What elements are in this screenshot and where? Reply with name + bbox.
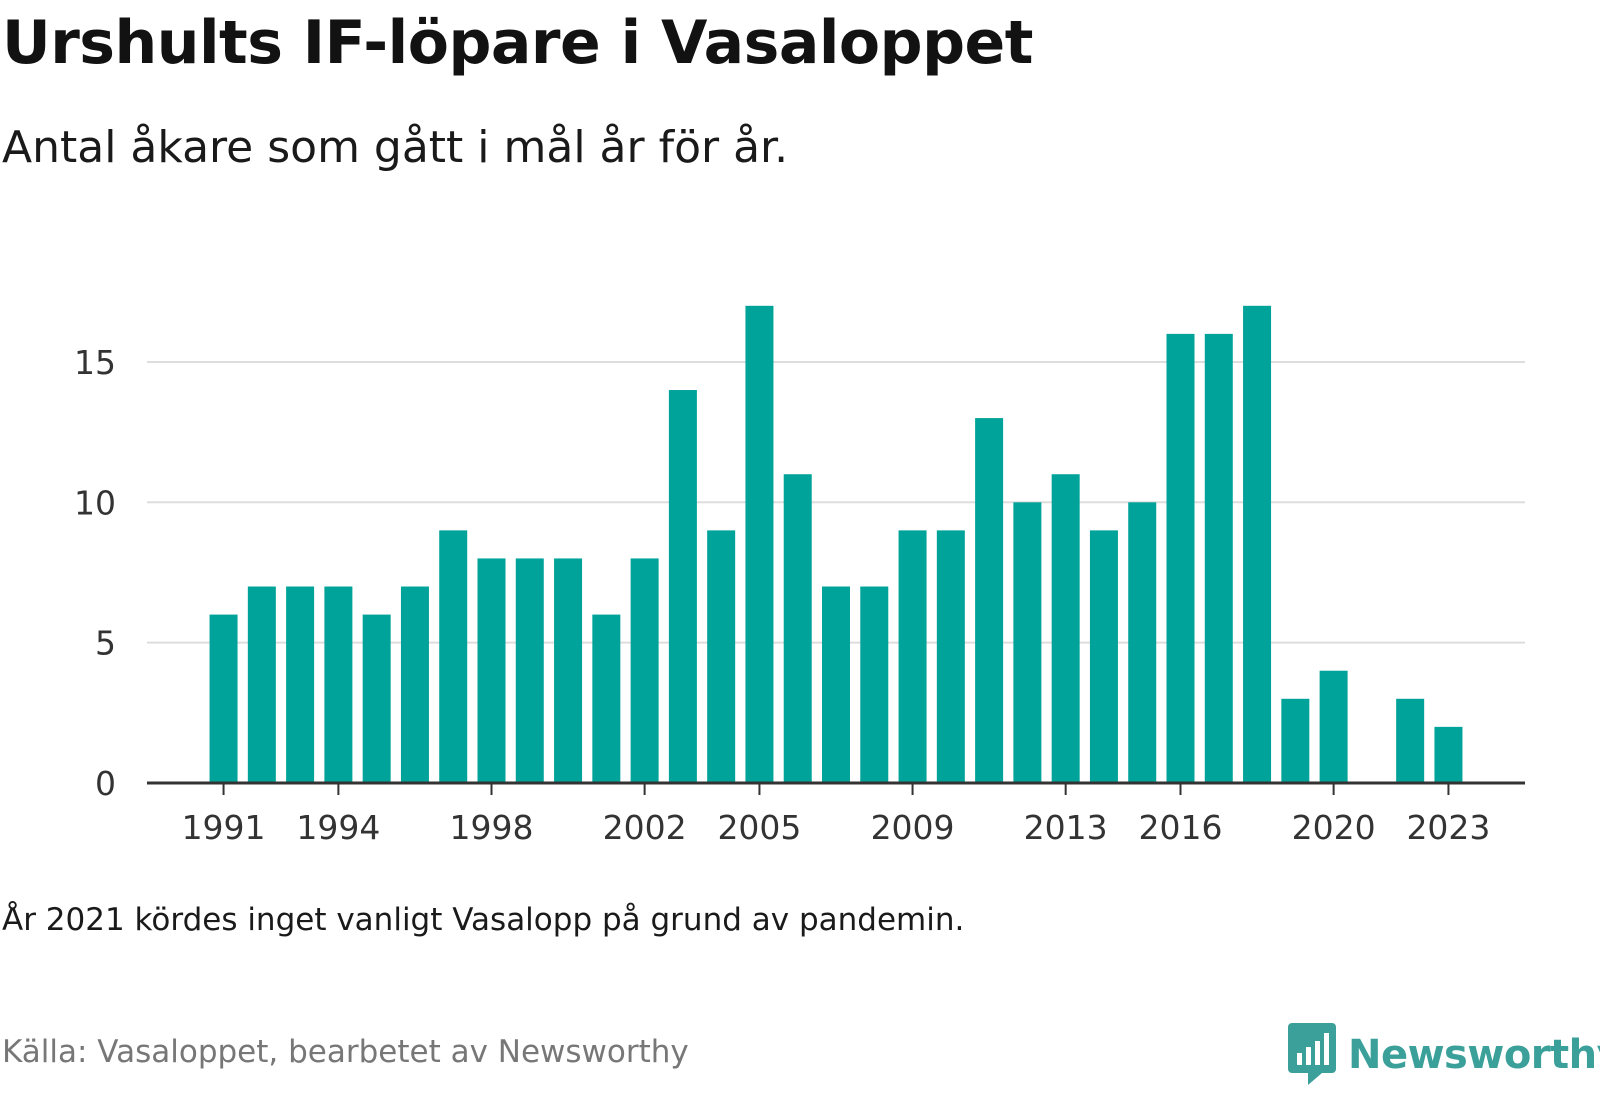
y-tick-label: 15 [74,343,116,382]
bar-2023 [1434,726,1463,783]
bar-2022 [1396,698,1425,783]
chart-subtitle: Antal åkare som gått i mål år för år. [2,122,789,173]
newsworthy-logo-text: Newsworthy [1348,1032,1600,1078]
x-tick-label: 2020 [1292,808,1376,847]
bar-2014 [1089,530,1118,783]
y-tick-label: 10 [74,483,116,522]
x-tick-label: 2009 [871,808,955,847]
x-tick-label: 2002 [603,808,687,847]
bar-2003 [668,390,697,783]
bar-2002 [630,558,659,783]
x-tick-label: 1994 [296,808,380,847]
bar-2017 [1204,333,1233,783]
bars [209,305,1463,783]
source-credit: Källa: Vasaloppet, bearbetet av Newswort… [2,1034,689,1070]
x-tick-label: 2005 [717,808,801,847]
bar-1997 [439,530,468,783]
x-tick-label: 2013 [1024,808,1108,847]
bar-2020 [1319,670,1348,783]
bar-2012 [1013,502,1042,783]
bar-1999 [515,558,544,783]
y-tick-labels: 0 5 10 15 [74,343,116,803]
bar-1994 [324,586,353,783]
bar-2004 [707,530,736,783]
newsworthy-logo-icon [1288,1023,1336,1085]
bar-1996 [400,586,429,783]
bar-2009 [898,530,927,783]
bar-2018 [1243,305,1272,783]
bar-2019 [1281,698,1310,783]
bar-2006 [783,474,812,783]
bar-1993 [286,586,315,783]
bar-1998 [477,558,506,783]
bar-2001 [592,614,621,783]
bar-2013 [1051,474,1080,783]
bar-2016 [1166,333,1195,783]
x-tick-label: 2023 [1406,808,1490,847]
bar-2000 [554,558,583,783]
bar-1992 [247,586,276,783]
bar-2005 [745,305,774,783]
bar-2008 [860,586,889,783]
x-tick-label: 1991 [182,808,266,847]
newsworthy-logo: Newsworthy [1288,1020,1600,1090]
bar-2007 [822,586,850,783]
y-tick-label: 5 [95,624,116,663]
bar-chart: 0 5 10 15 1991 1994 1998 2002 2005 2009 2013 2016 2… [74,305,1525,847]
footnote: År 2021 kördes inget vanligt Vasalopp på… [2,902,965,938]
bar-2010 [936,530,965,783]
bar-1991 [209,614,238,783]
bar-2015 [1128,502,1157,783]
x-tick-labels: 1991 1994 1998 2002 2005 2009 2013 2016 2020 2023 [182,783,1490,847]
bar-1995 [362,614,391,783]
x-tick-label: 1998 [450,808,534,847]
bar-2011 [975,418,1004,783]
chart-title: Urshults IF-löpare i Vasaloppet [2,8,1033,78]
y-tick-label: 0 [95,764,116,803]
x-tick-label: 2016 [1139,808,1223,847]
